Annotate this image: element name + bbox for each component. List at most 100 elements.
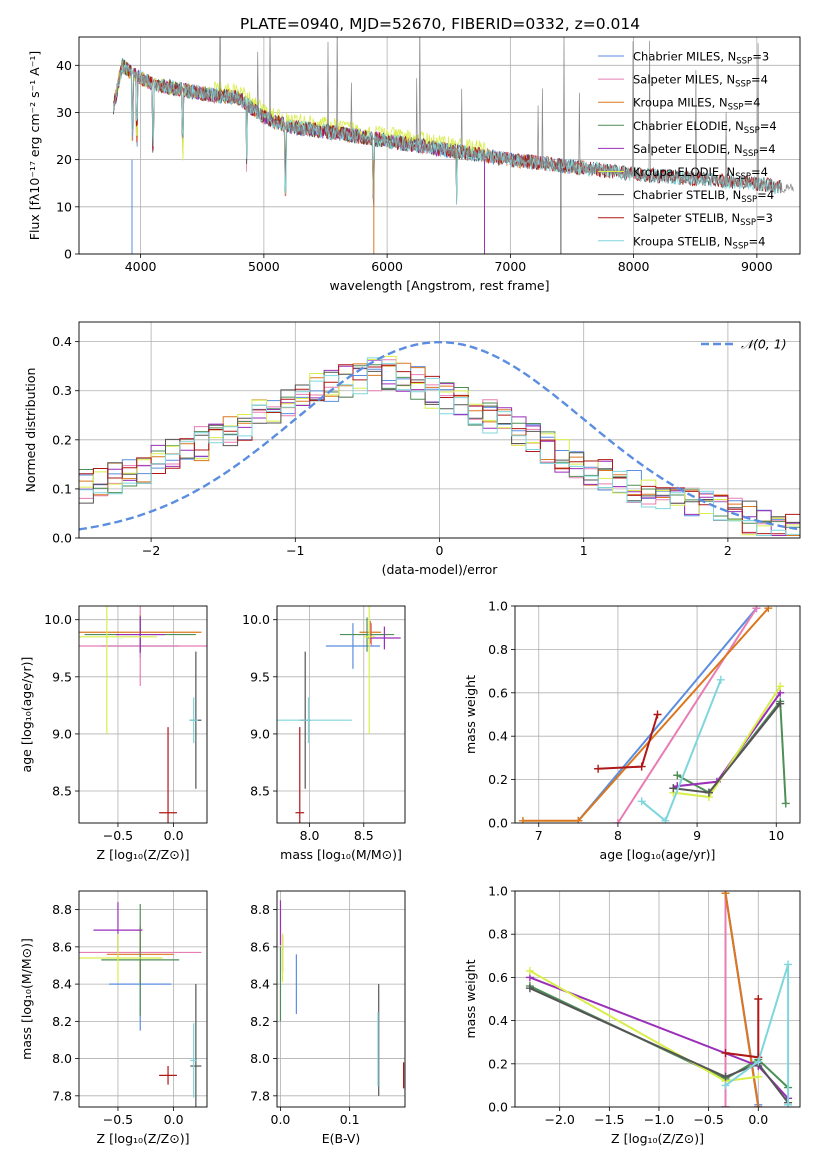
- x-tick-label: 6000: [371, 259, 403, 274]
- mass-weight-marker: [653, 710, 662, 719]
- error-bar-point: [79, 933, 163, 983]
- y-tick-label: 8.4: [250, 977, 270, 992]
- y-axis-label: mass [log₁₀(M/M⊙)]: [19, 938, 34, 1060]
- mass-weight-marker: [752, 606, 761, 613]
- x-tick-label: 7000: [494, 259, 526, 274]
- legend-nssp-eq: =: [756, 211, 766, 225]
- error-bar-point: [363, 606, 375, 734]
- error-bars: [277, 606, 401, 823]
- legend-nssp-sub: SSP: [743, 149, 759, 159]
- mass-weight-line: [673, 685, 782, 799]
- x-tick-label: 0.0: [164, 828, 184, 843]
- y-tick-label: 9.0: [52, 726, 72, 741]
- mass-weight-marker: [525, 984, 534, 993]
- error-bar-point: [79, 606, 157, 734]
- legend-label: Salpeter ELODIE, NSSP=4: [633, 142, 776, 159]
- mass-weight-marker: [661, 816, 670, 823]
- y-tick-label: 0.0: [488, 816, 508, 831]
- mass-weight-line: [529, 987, 789, 1104]
- legend-label: 𝒩(0, 1): [741, 337, 787, 352]
- y-tick-label: 9.0: [250, 726, 270, 741]
- x-axis-label: age [log₁₀(age/yr)]: [600, 847, 716, 862]
- x-tick-label: 7: [535, 828, 543, 843]
- mass-weight-marker: [754, 1103, 763, 1107]
- legend-nssp-prefix: , N: [712, 96, 728, 110]
- y-tick-label: 0.2: [488, 1056, 508, 1071]
- y-tick-label: 0.2: [488, 772, 508, 787]
- legend-nssp-sub: SSP: [733, 241, 749, 251]
- mass-weight-marker: [574, 816, 583, 823]
- x-axis-label: Z [log₁₀(Z/Z⊙)]: [97, 847, 190, 862]
- age-vs-mass-panel: 8.0 8.5 8.5 9.0 9.5 10.0 mass [log₁₀(M/M⊙)]: [242, 605, 406, 862]
- legend-label: Chabrier MILES, NSSP=3: [633, 50, 769, 67]
- error-bar-point: [101, 904, 180, 1016]
- y-tick-label: 0.2: [52, 432, 72, 447]
- error-bar-point: [295, 727, 305, 823]
- error-bar-point: [277, 697, 352, 744]
- y-tick-label: 1.0: [488, 599, 508, 614]
- error-bar-point: [190, 984, 202, 1107]
- legend-model-name: Salpeter ELODIE: [633, 142, 727, 156]
- x-tick-label: 8000: [618, 259, 650, 274]
- plot-frame: [78, 890, 208, 1108]
- x-tick-label: 8.0: [300, 828, 320, 843]
- legend-label: Chabrier ELODIE, NSSP=4: [633, 119, 777, 136]
- mass-weight-line: [529, 970, 759, 1083]
- mass-weight-marker: [637, 762, 646, 771]
- x-tick-label: 9000: [741, 259, 773, 274]
- legend-nssp-sub: SSP: [735, 172, 751, 182]
- spectrum-panel: 4000 5000 6000 7000 8000 9000 0 10 20 30 40 wavelen…: [27, 36, 801, 293]
- legend-nssp-prefix: , N: [725, 188, 741, 202]
- mass-vs-reddening-panel: 0.0 0.1 7.8 8.0 8.2 8.4 8.6 8.8 E(B-V): [250, 890, 406, 1146]
- x-axis-label: Z [log₁₀(Z/Z⊙)]: [611, 1131, 704, 1146]
- y-axis-label: Normed distribution: [23, 368, 38, 493]
- mass-weight-marker: [784, 960, 793, 969]
- massweight-vs-metallicity-panel: −2.0 −1.5 −1.0 −0.5 0.0 0.0 0.2 0.4 0.6 0.8 1.0 Z […: [463, 884, 801, 1146]
- mass-weight-marker: [669, 784, 678, 793]
- mass-weight-line: [725, 999, 760, 1059]
- mass-weight-marker: [518, 816, 527, 823]
- mass-weight-line: [724, 893, 760, 1107]
- legend-label: Kroupa STELIB, NSSP=4: [633, 234, 765, 251]
- y-tick-label: 0.1: [52, 481, 72, 496]
- mass-weight-marker: [673, 771, 682, 780]
- mass-weight-marker: [754, 1057, 763, 1066]
- y-tick-label: 0.0: [488, 1100, 508, 1115]
- legend-model-name: Chabrier MILES: [633, 50, 720, 64]
- x-tick-label: 1: [580, 543, 588, 558]
- mass-weight-line: [617, 607, 758, 823]
- x-tick-label: −0.5: [103, 1112, 133, 1127]
- mass-weight-marker: [721, 1103, 730, 1107]
- legend-nssp-sub: SSP: [740, 218, 756, 228]
- legend-nssp-eq: =: [752, 50, 762, 64]
- y-tick-label: 9.5: [52, 669, 72, 684]
- mass-weight-marker: [784, 1100, 793, 1107]
- mass-weight-line: [577, 607, 758, 822]
- x-tick-label: −2.0: [545, 1112, 575, 1127]
- residual-histogram-panel: −2 −1 0 1 2 0.0 0.1 0.2 0.3 0.4 (data-model)/error…: [23, 321, 801, 577]
- observed-spectrum-line: [113, 37, 795, 194]
- x-tick-label: 0.0: [271, 1112, 291, 1127]
- spectrum-lines: [113, 37, 795, 254]
- legend-nssp-value: 4: [758, 234, 765, 248]
- y-tick-label: 8.2: [52, 1014, 72, 1029]
- y-tick-label: 8.8: [250, 902, 270, 917]
- x-tick-label: 10: [768, 828, 784, 843]
- legend-nssp-prefix: , N: [720, 50, 736, 64]
- x-axis-label: Z [log₁₀(Z/Z⊙)]: [97, 1131, 190, 1146]
- legend-nssp-prefix: , N: [717, 234, 733, 248]
- x-tick-label: 0.1: [340, 1112, 360, 1127]
- legend-nssp-prefix: , N: [724, 211, 740, 225]
- mass-weight-marker: [594, 764, 603, 773]
- error-bars: [279, 900, 405, 1096]
- legend-model-name: Kroupa MILES: [633, 96, 712, 110]
- plot-frame: [514, 605, 801, 824]
- legend-nssp-eq: =: [751, 165, 761, 179]
- error-bar-point: [189, 697, 199, 744]
- y-tick-label: 40: [56, 58, 72, 73]
- x-tick-label: 0: [436, 543, 444, 558]
- error-bar-point: [339, 617, 395, 652]
- y-tick-label: 8.4: [52, 977, 72, 992]
- error-bar-point: [190, 1023, 197, 1098]
- legend-model-name: Chabrier STELIB: [633, 188, 725, 202]
